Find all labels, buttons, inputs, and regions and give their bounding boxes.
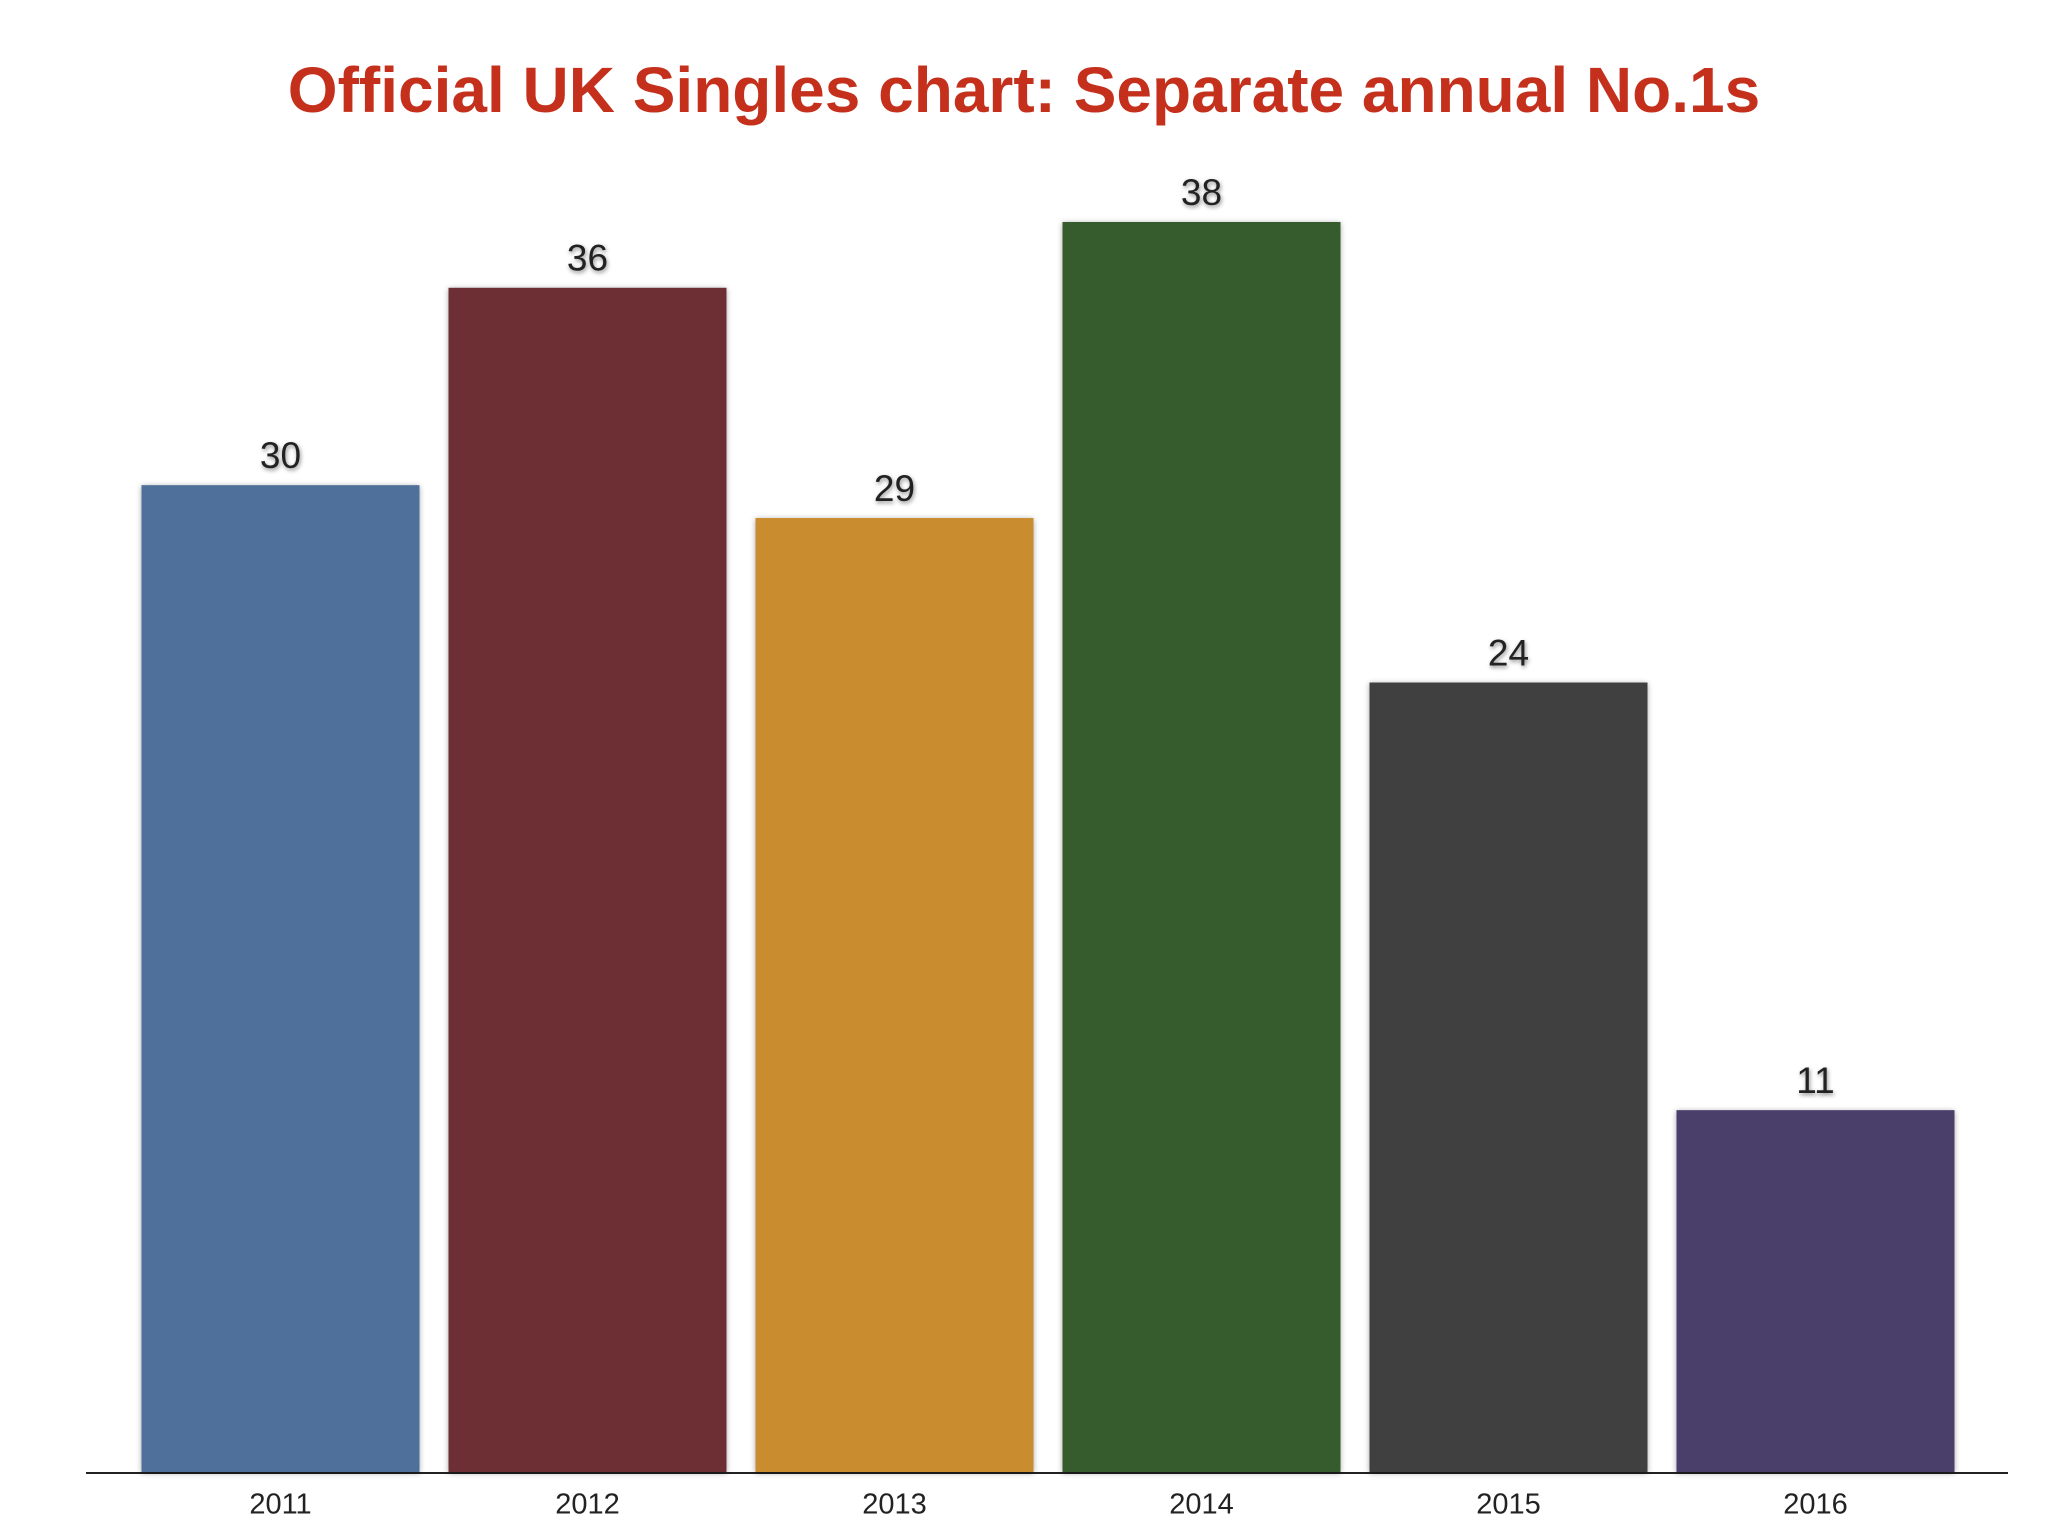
x-tick-label: 2011 xyxy=(249,1489,311,1521)
value-label: 30 xyxy=(260,435,301,476)
x-tick-label: 2015 xyxy=(1476,1489,1541,1521)
chart-title: Official UK Singles chart: Separate annu… xyxy=(288,54,1760,126)
bar xyxy=(448,287,727,1473)
bar xyxy=(755,518,1034,1472)
bar xyxy=(1062,222,1341,1472)
x-tick-label: 2012 xyxy=(555,1489,620,1521)
bar xyxy=(1369,682,1648,1472)
value-label: 38 xyxy=(1181,172,1222,213)
x-tick-label: 2014 xyxy=(1169,1489,1234,1521)
x-tick-label: 2013 xyxy=(862,1489,927,1521)
value-label: 11 xyxy=(1796,1060,1834,1101)
value-label: 29 xyxy=(874,468,915,509)
bar xyxy=(141,485,420,1472)
value-label: 24 xyxy=(1488,632,1529,673)
value-label: 36 xyxy=(567,238,608,279)
bar xyxy=(1676,1110,1955,1472)
x-tick-label: 2016 xyxy=(1783,1489,1848,1521)
